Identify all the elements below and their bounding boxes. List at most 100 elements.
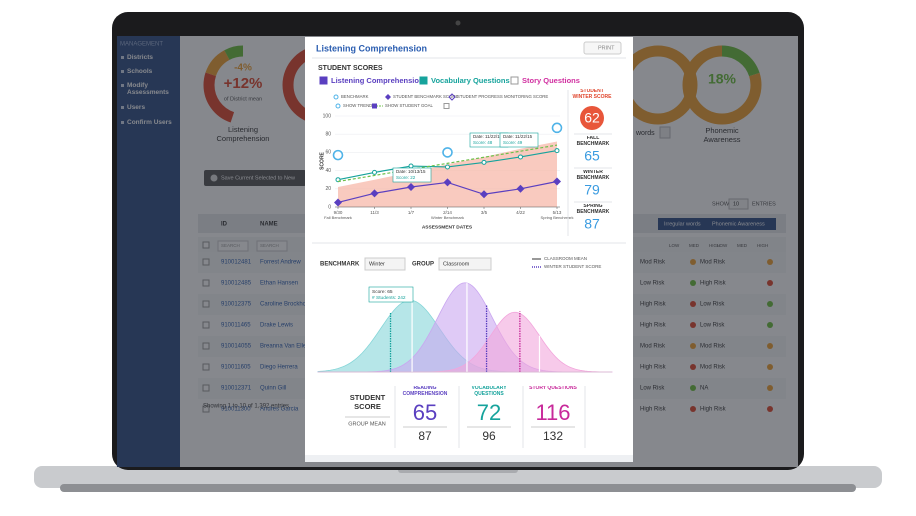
- dot-marker: [554, 148, 560, 154]
- x-tick-note: Fall Benchmark: [324, 215, 352, 220]
- summary-column-name: STORY QUESTIONS: [529, 386, 577, 391]
- summary-column-name-box: READING COMPREHENSION: [402, 386, 448, 397]
- summary-column-name: VOCABULARY QUESTIONS: [471, 386, 507, 397]
- x-tick-label: 3/5: [481, 210, 488, 215]
- y-tick-label: 60: [325, 150, 331, 156]
- diamond-marker: [553, 177, 561, 186]
- laptop-base: [34, 466, 882, 488]
- y-tick-label: 100: [323, 113, 332, 119]
- y-tick-label: 0: [328, 204, 331, 210]
- tooltip-line: Date: 11/22/15: [473, 134, 503, 139]
- diamond-marker: [334, 198, 342, 207]
- tooltip-line: # Students: 242: [372, 295, 406, 301]
- summary-label-box: STUDENT SCORE: [349, 394, 386, 411]
- diamond-marker: [407, 182, 415, 191]
- dot-marker: [408, 163, 414, 169]
- legend-label: STUDENT BENCHMARK SCORE: [393, 94, 458, 99]
- tooltip-line: Score: 49: [503, 140, 523, 145]
- camera: [455, 20, 461, 26]
- summary-score: 116: [535, 400, 570, 425]
- x-tick-label: 1/7: [408, 210, 415, 215]
- tooltip: [499, 132, 539, 148]
- x-tick-label: 5/13: [553, 210, 562, 215]
- toggle-label: Vocabulary Questions: [431, 76, 510, 85]
- dot-marker: [372, 169, 377, 175]
- benchmark-value: 87: [584, 216, 600, 232]
- summary-mean-label: GROUP MEAN: [348, 421, 386, 427]
- print-button[interactable]: [583, 41, 622, 55]
- toggle-label: Story Questions: [522, 76, 580, 85]
- select[interactable]: [364, 257, 406, 271]
- winter-score: 62: [584, 110, 600, 126]
- summary-mean: 96: [482, 429, 496, 443]
- benchmark-label-box: WINTER BENCHMARK: [576, 170, 610, 181]
- benchmark-value: 65: [584, 148, 600, 164]
- benchmark-label: WINTER BENCHMARK: [576, 170, 610, 181]
- benchmark-label: SPRING BENCHMARK: [576, 204, 610, 215]
- dot-marker: [518, 154, 523, 160]
- tooltip-line: Score: 48: [473, 140, 493, 145]
- legend-label: STUDENT PROGRESS MONITORING SCORE: [457, 94, 548, 99]
- diamond-marker: [516, 184, 525, 193]
- benchmark-marker: [551, 122, 563, 134]
- y-tick-label: 20: [325, 186, 331, 192]
- x-tick-label: 4/22: [516, 210, 525, 215]
- chart-toggle: SHOW TREND: [343, 103, 372, 108]
- print-label: PRINT: [598, 45, 615, 51]
- legend-label: WINTER STUDENT SCORE: [544, 264, 601, 269]
- x-tick-label: 9/30: [334, 210, 343, 215]
- tooltip-line: Date: 11/22/15: [503, 134, 533, 139]
- toggle-checkbox[interactable]: [443, 103, 450, 109]
- dot-marker: [481, 159, 487, 165]
- tooltip: [392, 167, 432, 183]
- summary-score: 72: [477, 400, 501, 425]
- toggle-checkbox[interactable]: [510, 76, 519, 85]
- laptop-base-shadow: [60, 484, 856, 492]
- diamond-marker: [443, 178, 452, 187]
- tooltip-line: Score: 22: [396, 175, 416, 180]
- summary-mean: 87: [418, 429, 432, 443]
- select-value: Winter: [369, 261, 385, 267]
- summary-column-name-box: STORY QUESTIONS: [529, 386, 577, 391]
- benchmark-label-box: SPRING BENCHMARK: [576, 204, 610, 215]
- summary-column-name-box: VOCABULARY QUESTIONS: [471, 386, 507, 397]
- toggle-checkbox[interactable]: [419, 76, 428, 85]
- x-tick-label: 11/3: [370, 210, 379, 215]
- x-tick-note: Winter Benchmark: [431, 215, 464, 220]
- toggle-checkbox[interactable]: [372, 103, 377, 109]
- select[interactable]: [438, 257, 492, 271]
- legend-marker: [448, 93, 456, 101]
- x-axis-label: ASSESSMENT DATES: [422, 224, 473, 230]
- x-tick-note: Spring Benchmark: [541, 215, 574, 220]
- summary-label: STUDENT SCORE: [349, 394, 386, 411]
- summary-mean: 132: [543, 429, 563, 443]
- toggle-checkbox[interactable]: [319, 76, 328, 85]
- benchmark-label-box: FALL BENCHMARK: [576, 136, 610, 147]
- modal: [305, 37, 633, 462]
- benchmark-label: FALL BENCHMARK: [576, 136, 610, 147]
- y-tick-label: 40: [325, 168, 331, 174]
- dot-marker: [335, 177, 341, 183]
- y-tick-label: 80: [325, 132, 331, 138]
- winter-badge: [580, 106, 604, 130]
- legend-label: SHOW STUDENT GOAL: [385, 103, 434, 108]
- toggle-label: Listening Comprehension: [331, 76, 424, 85]
- summary-column-name: READING COMPREHENSION: [402, 386, 448, 397]
- benchmark-marker: [332, 149, 344, 161]
- legend-marker: [335, 103, 341, 109]
- legend-marker: [333, 94, 339, 100]
- summary-score: 65: [413, 400, 437, 425]
- series-line: [337, 144, 558, 183]
- modal-footer-strip: [305, 455, 633, 462]
- legend-marker: [385, 94, 391, 100]
- benchmark-value: 79: [584, 182, 600, 198]
- winter-label-box: STUDENT WINTER SCORE: [573, 89, 612, 100]
- select-value: Classroom: [443, 261, 470, 267]
- tooltip-line: Score: 65: [372, 289, 393, 295]
- x-tick-label: 2/14: [443, 210, 452, 215]
- modal-title: Listening Comprehension: [316, 43, 427, 53]
- legend-label: CLASSROOM MEAN: [544, 256, 587, 261]
- y-axis-label: SCORE: [319, 151, 325, 169]
- dot-marker: [445, 164, 450, 170]
